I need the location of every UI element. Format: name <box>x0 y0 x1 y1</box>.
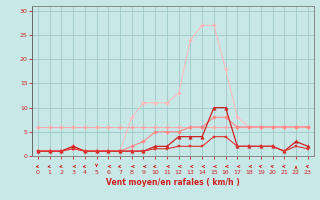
X-axis label: Vent moyen/en rafales ( km/h ): Vent moyen/en rafales ( km/h ) <box>106 178 240 187</box>
